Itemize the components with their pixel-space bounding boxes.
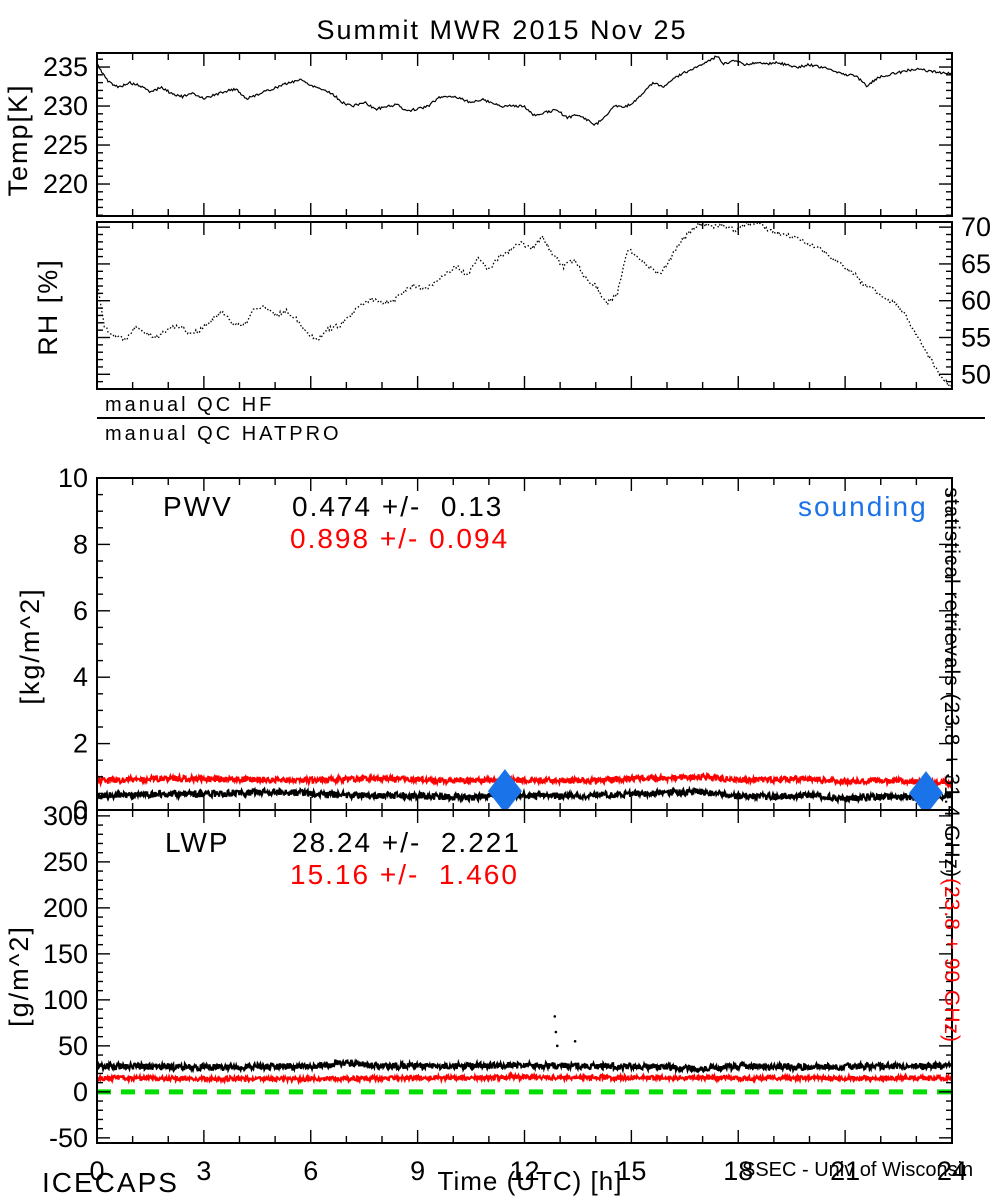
lwp-outlier-dot [555, 1044, 559, 1048]
lwp-outlier-dot [553, 1015, 557, 1018]
time-xtick-label: 15 [616, 1156, 646, 1186]
lwp-outlier-dot [573, 1039, 577, 1043]
lwp-panel-label: LWP [165, 827, 230, 858]
temp-ytick-label: 235 [43, 52, 88, 82]
pwv-stat-red: 0.898 +/- 0.094 [290, 523, 510, 554]
rh-ytick-label: 50 [961, 359, 991, 389]
lwp-stat-black: 28.24 +/- 2.221 [292, 827, 521, 858]
panel-frame-temp [96, 52, 953, 217]
lwp-ytick-label: 0 [73, 1077, 88, 1107]
lwp-ytick-label: 150 [43, 939, 88, 969]
pwv-panel-label: PWV [163, 491, 233, 522]
time-xtick-label: 9 [410, 1156, 425, 1186]
rh-ytick-label: 60 [961, 286, 991, 316]
lwp-axis-label: [g/m^2] [3, 925, 34, 1027]
series-relative-humidity [97, 222, 952, 389]
series-lwp-23-8-31-4-ghz [97, 1058, 952, 1075]
x-axis-title: Time (UTC) [h] [437, 1166, 623, 1196]
pwv-ytick-label: 6 [73, 596, 88, 626]
pwv-stat-black: 0.474 +/- 0.13 [292, 491, 504, 522]
chart-title: Summit MWR 2015 Nov 25 [316, 15, 688, 45]
series-pwv-23-8-90-ghz [97, 771, 952, 790]
temp-ytick-label: 230 [43, 91, 88, 121]
sounding-legend-label: sounding [798, 491, 928, 522]
series-lwp-23-8-90-ghz [97, 1070, 952, 1086]
sounding-diamond-marker [908, 771, 943, 810]
lwp-outlier-dot [554, 1030, 558, 1034]
pwv-ytick-label: 2 [73, 729, 88, 759]
time-xtick-label: 12 [509, 1156, 539, 1186]
pwv-ytick-label: 10 [58, 463, 88, 493]
lwp-ytick-label: 300 [43, 801, 88, 831]
retrieval-method-black: statistical retrievals (23.8 + 31.4 GHz) [939, 487, 963, 879]
pwv-axis-label: [kg/m^2] [14, 587, 45, 705]
retrieval-method-red: (23.8 + 90 GHz) [939, 878, 963, 1044]
time-xtick-label: 21 [830, 1156, 860, 1186]
temp-ytick-label: 225 [43, 130, 88, 160]
pwv-ytick-label: 0 [73, 795, 88, 825]
pwv-ytick-label: 8 [73, 529, 88, 559]
icecaps-label: ICECAPS [42, 1167, 179, 1198]
qc-hf-note: manual QC HF [105, 394, 275, 416]
qc-hatpro-note: manual QC HATPRO [105, 423, 342, 445]
lwp-ytick-label: 250 [43, 847, 88, 877]
qc-divider-line [97, 417, 985, 419]
credit-label: SSEC - Univ of Wisconsin [742, 1159, 974, 1181]
pwv-ytick-label: 4 [73, 662, 88, 692]
time-xtick-label: 18 [723, 1156, 753, 1186]
series-pwv-23-8-31-4-ghz [97, 785, 952, 806]
lwp-ytick-label: 200 [43, 893, 88, 923]
rh-ytick-label: 55 [961, 323, 991, 353]
time-xtick-label: 3 [196, 1156, 211, 1186]
rh-axis-label: RH [%] [32, 258, 63, 356]
sounding-diamond-marker [487, 769, 522, 810]
time-xtick-label: 6 [303, 1156, 318, 1186]
series-hf-temperature [97, 55, 952, 126]
time-xtick-label: 0 [89, 1156, 104, 1186]
rh-ytick-label: 70 [961, 212, 991, 242]
panel-frame-pwv [96, 477, 953, 811]
lwp-ytick-label: 50 [58, 1031, 88, 1061]
retrieval-method-label: statistical retrievals (23.8 + 31.4 GHz)… [918, 460, 984, 1043]
time-xtick-label: 24 [937, 1156, 967, 1186]
lwp-ytick-label: 100 [43, 985, 88, 1015]
rh-ytick-label: 65 [961, 249, 991, 279]
lwp-stat-red: 15.16 +/- 1.460 [290, 859, 519, 890]
temp-axis-label: Temp[K] [2, 83, 33, 197]
temp-ytick-label: 220 [43, 169, 88, 199]
lwp-ytick-label: -50 [49, 1123, 88, 1153]
